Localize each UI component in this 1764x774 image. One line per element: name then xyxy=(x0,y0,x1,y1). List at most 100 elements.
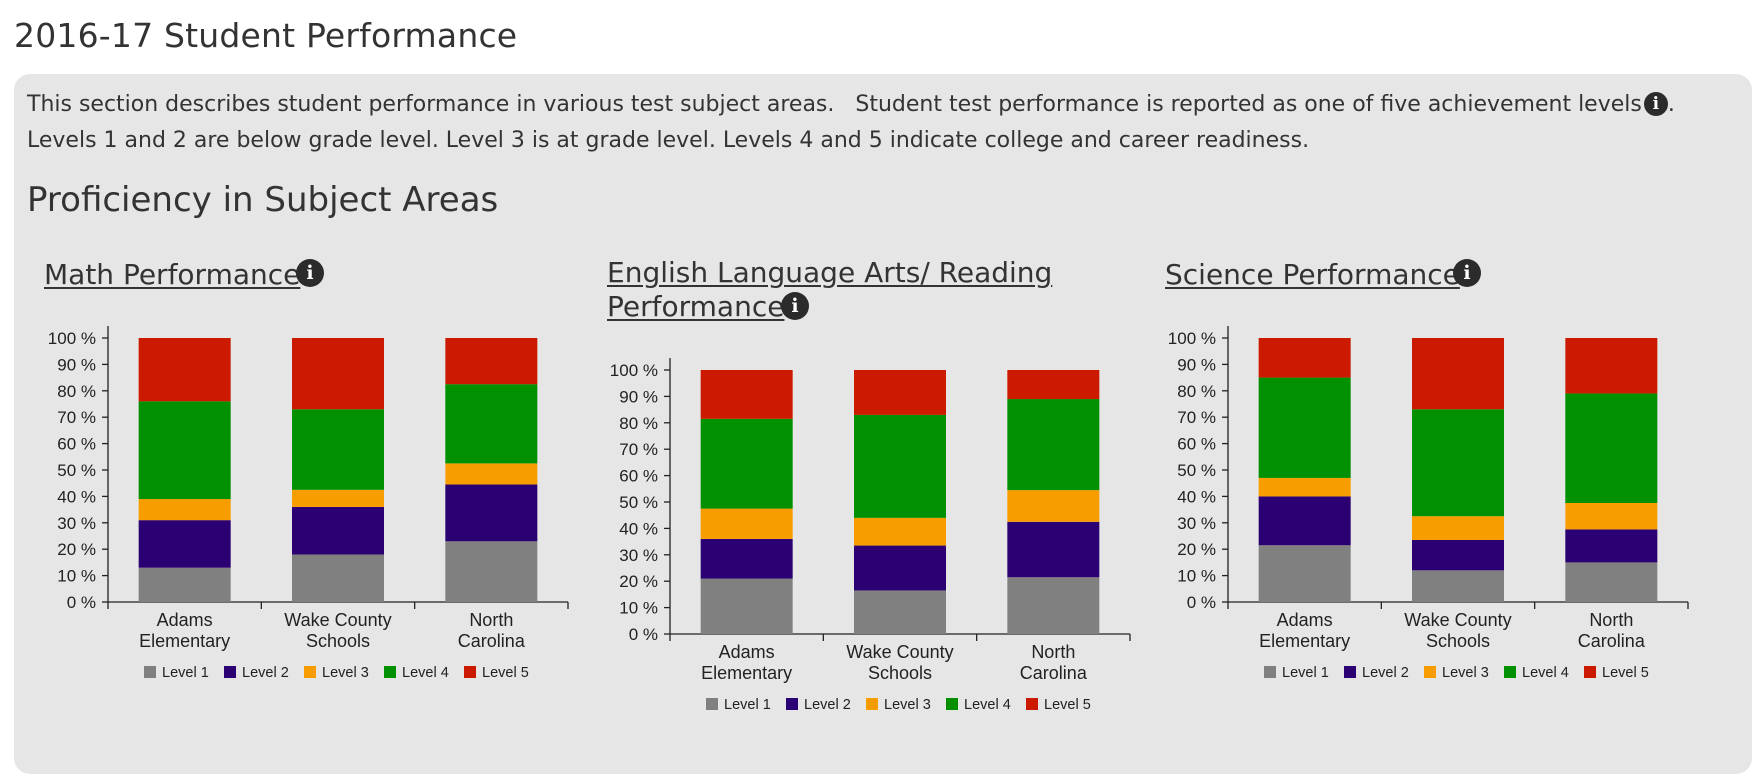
bar-segment-level-4[interactable] xyxy=(1258,377,1351,478)
bar-segment-level-1[interactable] xyxy=(1565,562,1658,602)
x-category-label: Adams Elementary xyxy=(139,610,230,651)
legend-label[interactable]: Level 5 xyxy=(1044,697,1091,713)
y-tick-label: 60 % xyxy=(1177,435,1216,454)
bar-segment-level-4[interactable] xyxy=(854,414,946,518)
legend-label[interactable]: Level 3 xyxy=(1442,665,1489,681)
bar-segment-level-1[interactable] xyxy=(700,578,793,634)
bar-segment-level-4[interactable] xyxy=(138,401,231,500)
ela-title-link[interactable]: English Language Arts/ Reading Performan… xyxy=(607,256,1053,323)
bar-segment-level-5[interactable] xyxy=(1565,338,1658,394)
y-tick-label: 10 % xyxy=(619,599,658,618)
bar-segment-level-1[interactable] xyxy=(292,554,384,602)
bar-segment-level-1[interactable] xyxy=(1007,577,1100,634)
bar-segment-level-3[interactable] xyxy=(854,517,946,546)
bar-segment-level-5[interactable] xyxy=(138,338,231,402)
math-title-link[interactable]: Math Performance xyxy=(44,258,301,291)
chart-title-ela[interactable]: English Language Arts/ Reading Performan… xyxy=(607,256,1087,324)
science-title-link[interactable]: Science Performance xyxy=(1165,258,1460,291)
bar-segment-level-3[interactable] xyxy=(1258,477,1351,497)
legend-swatch xyxy=(1424,666,1436,678)
bar-segment-level-2[interactable] xyxy=(138,520,231,568)
bar-segment-level-3[interactable] xyxy=(1565,503,1658,530)
bar-segment-level-5[interactable] xyxy=(854,370,946,415)
bar-segment-level-2[interactable] xyxy=(1007,521,1100,578)
legend-swatch xyxy=(706,698,718,710)
y-tick-label: 70 % xyxy=(1177,408,1216,427)
x-category-label: Adams Elementary xyxy=(701,642,792,683)
bar-segment-level-3[interactable] xyxy=(292,489,384,507)
bar-segment-level-1[interactable] xyxy=(1258,545,1351,602)
chart-title-science[interactable]: Science Performance xyxy=(1165,258,1460,292)
y-tick-label: 0 % xyxy=(1187,593,1216,612)
bar-segment-level-5[interactable] xyxy=(1007,370,1100,400)
x-category-label: Adams Elementary xyxy=(1259,610,1350,651)
bar-segment-level-2[interactable] xyxy=(1565,529,1658,563)
bar-segment-level-2[interactable] xyxy=(700,538,793,579)
bar-segment-level-3[interactable] xyxy=(138,499,231,521)
bar-segment-level-4[interactable] xyxy=(1007,399,1100,491)
y-tick-label: 60 % xyxy=(619,467,658,486)
y-tick-label: 80 % xyxy=(57,382,96,401)
bar-segment-level-1[interactable] xyxy=(138,567,231,602)
y-tick-label: 10 % xyxy=(1177,567,1216,586)
bar-segment-level-2[interactable] xyxy=(1412,539,1504,571)
legend-label[interactable]: Level 1 xyxy=(162,665,209,681)
legend-label[interactable]: Level 3 xyxy=(322,665,369,681)
legend-label[interactable]: Level 2 xyxy=(242,665,289,681)
legend-label[interactable]: Level 1 xyxy=(1282,665,1329,681)
legend-swatch xyxy=(946,698,958,710)
legend-label[interactable]: Level 4 xyxy=(1522,665,1569,681)
bar-segment-level-5[interactable] xyxy=(445,338,538,385)
y-tick-label: 50 % xyxy=(1177,461,1216,480)
y-tick-label: 20 % xyxy=(57,540,96,559)
x-category-label: Wake County Schools xyxy=(1404,610,1511,651)
chart-title-math[interactable]: Math Performance xyxy=(44,258,300,292)
info-icon[interactable]: i xyxy=(781,292,809,320)
legend-label[interactable]: Level 2 xyxy=(804,697,851,713)
legend-label[interactable]: Level 4 xyxy=(964,697,1011,713)
legend-swatch xyxy=(1344,666,1356,678)
info-icon[interactable]: i xyxy=(1643,92,1668,116)
legend-label[interactable]: Level 5 xyxy=(482,665,529,681)
legend-swatch xyxy=(304,666,316,678)
bar-segment-level-3[interactable] xyxy=(1007,490,1100,522)
bar-segment-level-5[interactable] xyxy=(700,370,793,419)
legend-label[interactable]: Level 4 xyxy=(402,665,449,681)
bar-segment-level-4[interactable] xyxy=(1412,409,1504,517)
legend-label[interactable]: Level 5 xyxy=(1602,665,1649,681)
bar-segment-level-2[interactable] xyxy=(292,506,384,555)
y-tick-label: 90 % xyxy=(619,387,658,406)
bar-segment-level-4[interactable] xyxy=(1565,393,1658,503)
x-category-label: North Carolina xyxy=(1578,610,1646,651)
bar-segment-level-4[interactable] xyxy=(292,409,384,490)
y-tick-label: 0 % xyxy=(629,625,658,644)
bar-segment-level-3[interactable] xyxy=(445,463,538,485)
legend-swatch xyxy=(1584,666,1596,678)
legend-swatch xyxy=(1504,666,1516,678)
bar-segment-level-5[interactable] xyxy=(292,338,384,410)
y-tick-label: 30 % xyxy=(619,546,658,565)
bar-segment-level-2[interactable] xyxy=(854,545,946,591)
y-tick-label: 40 % xyxy=(619,519,658,538)
description-line-1: This section describes student performan… xyxy=(27,92,1642,117)
x-category-label: Wake County Schools xyxy=(846,642,953,683)
ela-performance-chart: 0 % 10 % 20 % 30 % 40 % 50 % 60 % 70 % 80 % 90 % 1… xyxy=(610,358,1131,713)
bar-segment-level-5[interactable] xyxy=(1412,338,1504,410)
info-icon[interactable]: i xyxy=(1453,259,1481,287)
bar-segment-level-2[interactable] xyxy=(445,484,538,542)
legend-label[interactable]: Level 2 xyxy=(1362,665,1409,681)
bar-segment-level-1[interactable] xyxy=(1412,570,1504,602)
bar-segment-level-1[interactable] xyxy=(445,541,538,602)
bar-segment-level-3[interactable] xyxy=(1412,516,1504,540)
bar-segment-level-1[interactable] xyxy=(854,590,946,634)
bar-segment-level-5[interactable] xyxy=(1258,338,1351,378)
bar-segment-level-2[interactable] xyxy=(1258,496,1351,546)
bar-segment-level-4[interactable] xyxy=(700,418,793,509)
bar-segment-level-4[interactable] xyxy=(445,384,538,464)
info-icon[interactable]: i xyxy=(296,259,324,287)
bar-segment-level-3[interactable] xyxy=(700,508,793,539)
legend-label[interactable]: Level 3 xyxy=(884,697,931,713)
description-line-1-end: . xyxy=(1667,92,1675,117)
description-line-2: Levels 1 and 2 are below grade level. Le… xyxy=(27,128,1310,153)
legend-label[interactable]: Level 1 xyxy=(724,697,771,713)
